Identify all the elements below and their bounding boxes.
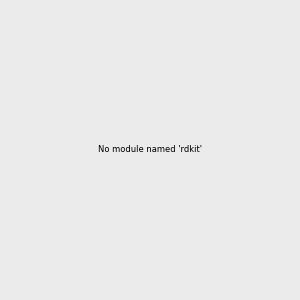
Text: No module named 'rdkit': No module named 'rdkit' — [98, 146, 202, 154]
